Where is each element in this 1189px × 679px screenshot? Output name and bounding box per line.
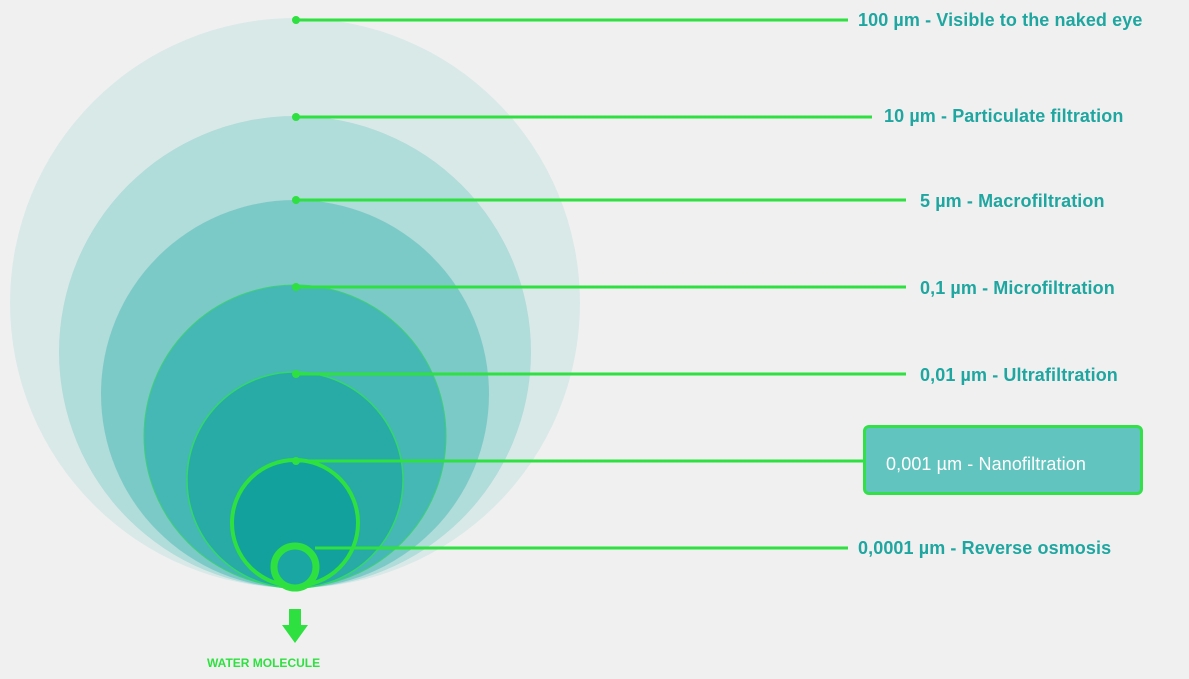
label-0-1um: 0,1 µm - Microfiltration: [920, 278, 1115, 298]
label-5um: 5 µm - Macrofiltration: [920, 191, 1105, 211]
leader-dot-0-1um: [292, 283, 300, 291]
arrow-down-icon: [282, 609, 308, 643]
label-0-001um: 0,001 µm - Nanofiltration: [886, 454, 1086, 474]
leader-dot-100um: [292, 16, 300, 24]
leader-dot-10um: [292, 113, 300, 121]
leader-dot-0-001um: [292, 457, 300, 465]
highlight-box-nanofiltration: 0,001 µm - Nanofiltration: [863, 425, 1143, 495]
water-molecule-label: WATER MOLECULE: [207, 656, 321, 670]
label-100um: 100 µm - Visible to the naked eye: [858, 10, 1143, 30]
label-0-0001um: 0,0001 µm - Reverse osmosis: [858, 538, 1112, 558]
label-10um: 10 µm - Particulate filtration: [884, 106, 1124, 126]
label-0-01um: 0,01 µm - Ultrafiltration: [920, 365, 1118, 385]
leader-dot-5um: [292, 196, 300, 204]
leader-dot-0-01um: [292, 370, 300, 378]
water-molecule-icon: [270, 542, 320, 592]
